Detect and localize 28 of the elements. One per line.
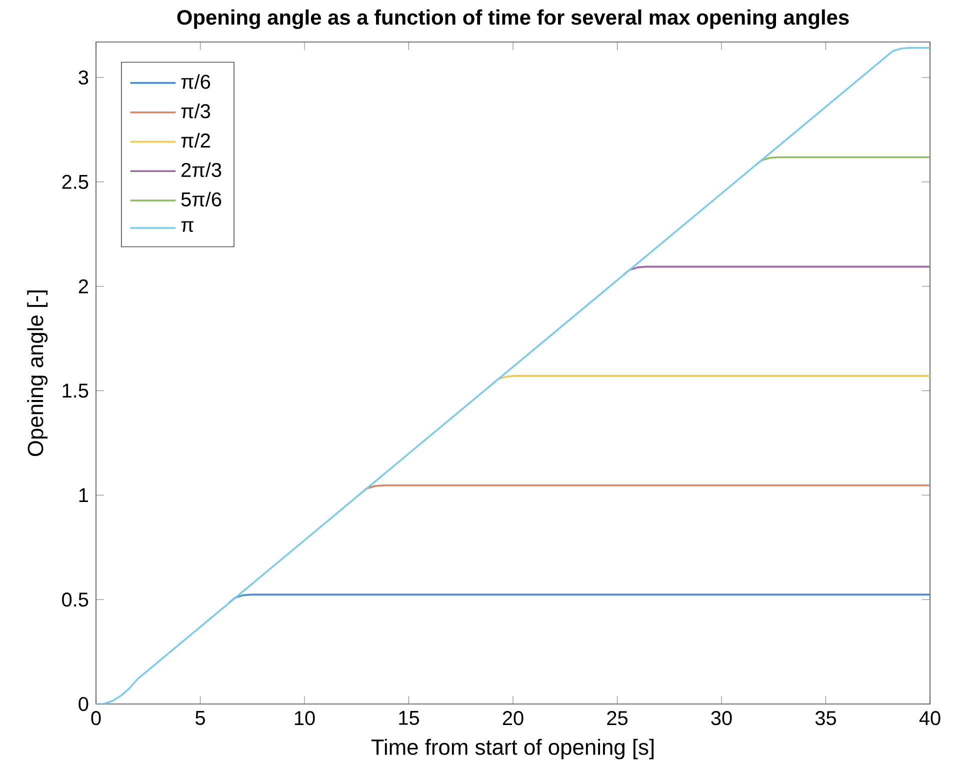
line-series (228, 594, 930, 604)
legend-label: 2π/3 (182, 162, 222, 178)
y-tick-label: 0 (78, 696, 88, 712)
y-tick-label: 3 (78, 70, 88, 85)
y-tick-label: 1 (79, 488, 88, 502)
x-tick-label: 35 (815, 711, 836, 726)
y-tick-label: 2 (78, 279, 88, 294)
legend-label: π (181, 221, 194, 232)
x-tick-label: 20 (502, 711, 524, 726)
y-tick-label: 1.5 (62, 384, 88, 398)
x-tick-label: 0 (91, 711, 101, 726)
legend-label: π/3 (181, 104, 210, 118)
line-series (622, 266, 930, 276)
x-tick-label: 40 (919, 711, 940, 726)
x-tick-label: 25 (607, 711, 628, 726)
line-series (359, 484, 930, 495)
legend-label: 5π/6 (181, 192, 222, 206)
chart-title: Opening angle as a function of time for several max opening angles (177, 9, 849, 29)
x-axis-title: Time from start of opening [s] (371, 738, 654, 760)
x-tick-label: 5 (196, 711, 205, 725)
x-tick-label: 15 (399, 711, 419, 725)
legend-label: π/6 (181, 74, 210, 89)
x-tick-label: 10 (294, 711, 315, 726)
x-tick-label: 30 (711, 711, 732, 726)
y-tick-label: 2.5 (62, 174, 88, 189)
y-axis-title: Opening angle [-] (27, 290, 48, 456)
legend-label: π/2 (181, 133, 210, 148)
y-tick-label: 0.5 (62, 592, 88, 607)
